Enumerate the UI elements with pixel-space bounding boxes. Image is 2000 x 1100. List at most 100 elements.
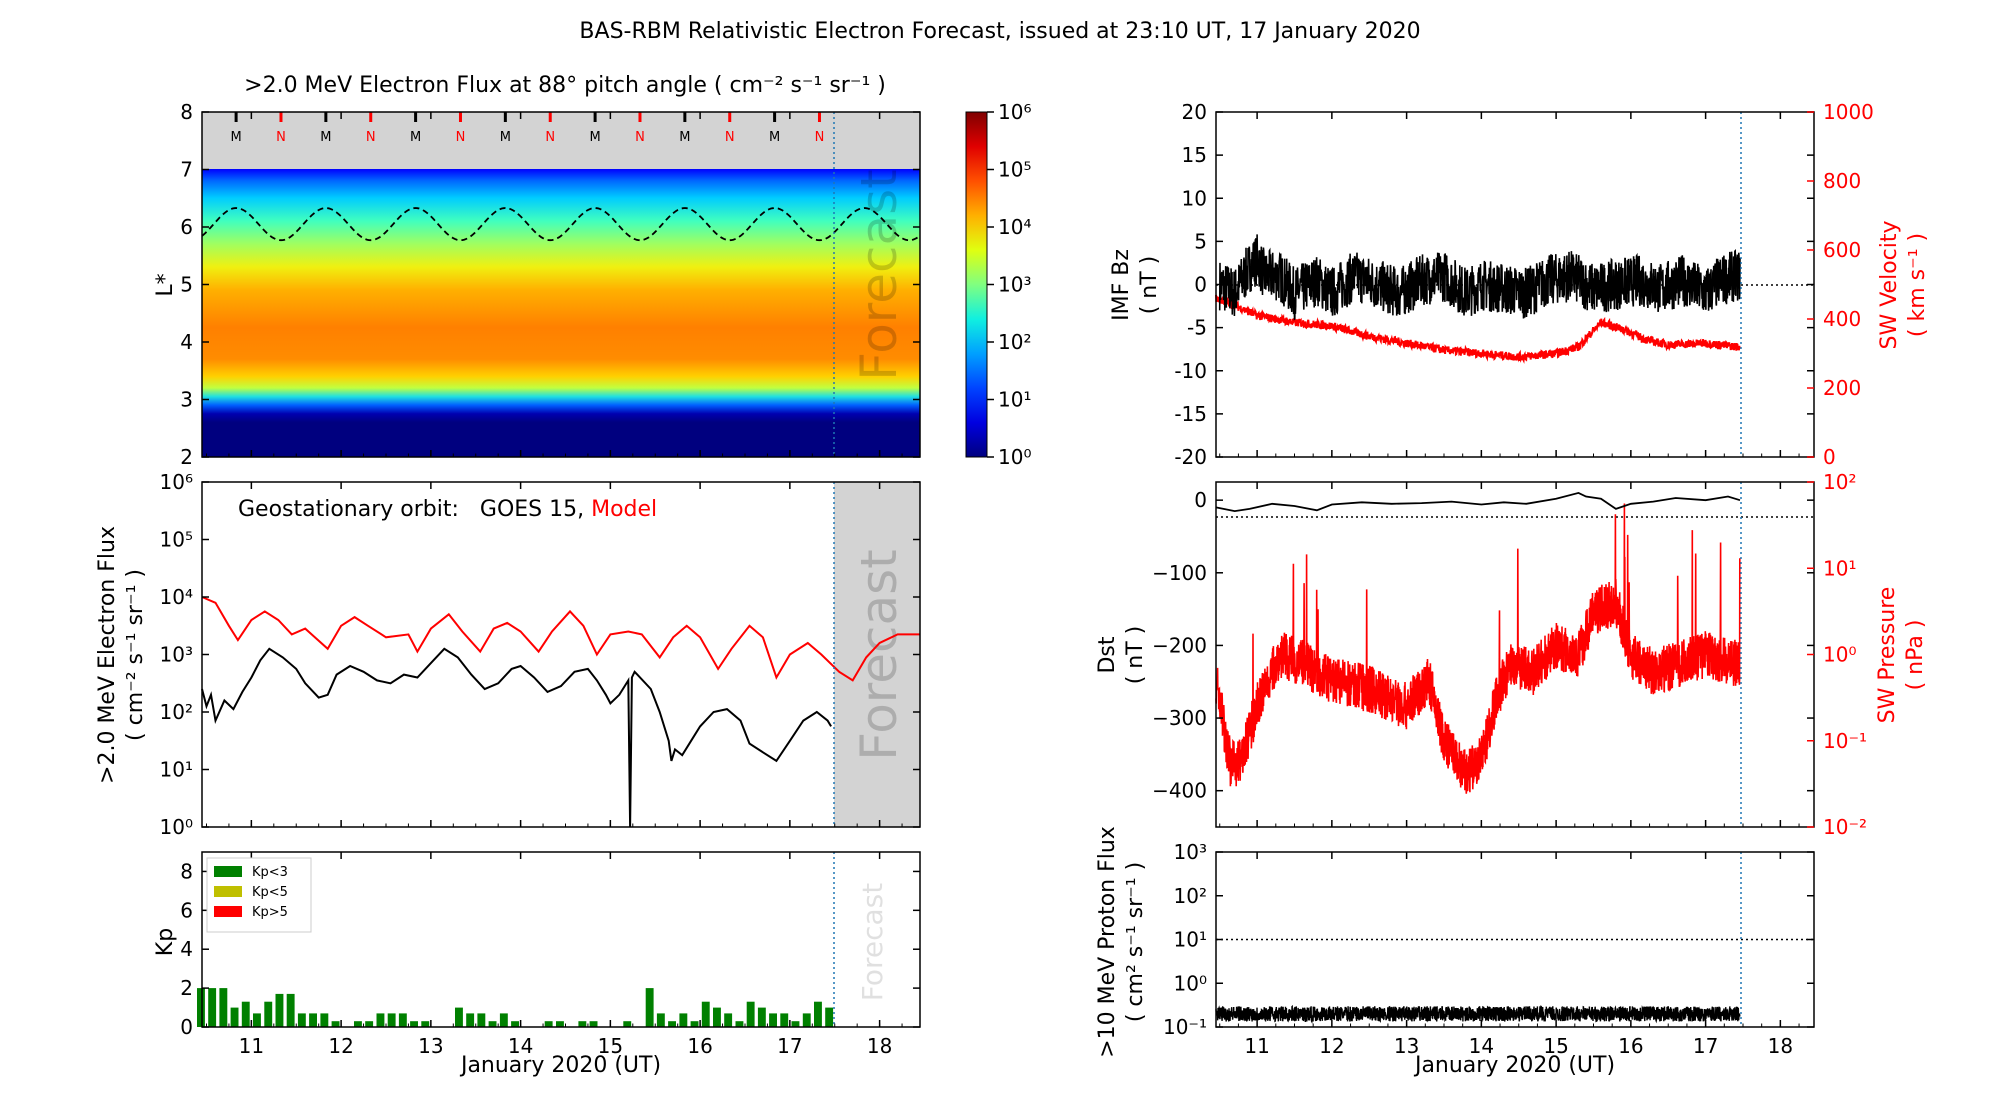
figure-title: BAS-RBM Relativistic Electron Forecast, … — [579, 19, 1420, 44]
proton-ylabel: >10 MeV Proton Flux — [1095, 826, 1120, 1058]
y-tick-label: 10² — [1174, 884, 1207, 908]
kp-bar — [365, 1021, 374, 1027]
kp-legend-low: Kp<3 — [252, 865, 288, 880]
imf-x-ticks — [1219, 112, 1800, 457]
kp-bar — [331, 1021, 340, 1027]
kp-bar — [241, 1001, 250, 1027]
x-tick-label: 14 — [1469, 1034, 1494, 1058]
kp-bar — [466, 1013, 475, 1027]
kp-bar — [825, 1007, 834, 1027]
kp-frame — [201, 851, 921, 1028]
kp-bar — [544, 1021, 553, 1027]
kp-legend-mid: Kp<5 — [252, 885, 288, 900]
geo-flux-frame — [201, 481, 921, 828]
y-tick-label: 10⁴ — [160, 585, 193, 609]
x-tick-label: 12 — [1319, 1034, 1344, 1058]
kp-bar — [511, 1021, 519, 1027]
mlt-label: N — [815, 130, 825, 145]
y-tick-label: -5 — [1187, 316, 1207, 340]
kp-bar — [814, 1001, 822, 1027]
colorbar-tick-label: 10² — [998, 330, 1031, 354]
geo-flux-x-ticks — [205, 482, 903, 827]
colorbar-tick-label: 10¹ — [998, 388, 1031, 412]
y-tick-label: −200 — [1152, 633, 1207, 657]
y-tick-label: 4 — [180, 937, 193, 961]
flux-map-panel: >2.0 MeV Electron Flux at 88° pitch angl… — [153, 73, 921, 469]
y-tick-label: 10⁰ — [1174, 971, 1207, 995]
kp-bar — [264, 1001, 273, 1027]
y-tick-label: 10⁻² — [1823, 815, 1867, 839]
x-tick-label: 16 — [1618, 1034, 1643, 1058]
kp-bar — [286, 993, 295, 1027]
flux-map-title: >2.0 MeV Electron Flux at 88° pitch angl… — [244, 73, 886, 98]
sw-pressure-y-axis: 10² 10¹ 10⁰ 10⁻¹ 10⁻² — [1807, 470, 1867, 839]
kp-bar — [230, 1007, 239, 1027]
sw-pressure-ylabel: SW Pressure — [1875, 587, 1900, 724]
y-tick-label: 8 — [180, 100, 193, 124]
kp-bar — [701, 1001, 710, 1027]
forecast-watermark: Forecast — [856, 883, 889, 1002]
dst-y-axis: 0 −100 −200 −300 −400 — [1152, 488, 1814, 803]
kp-bar — [398, 1013, 407, 1027]
y-tick-label: 10³ — [160, 643, 193, 667]
kp-bar — [309, 1013, 317, 1027]
kp-bar — [690, 1021, 699, 1027]
y-tick-label: 6 — [180, 898, 193, 922]
x-tick-label: 15 — [598, 1034, 623, 1058]
sw-velocity-y-axis: 1000 800 600 400 200 0 — [1807, 100, 1874, 469]
kp-ylabel: Kp — [153, 928, 178, 956]
y-tick-label: 10⁰ — [1823, 643, 1856, 667]
y-tick-label: 2 — [180, 976, 193, 1000]
colorbar-gradient — [965, 111, 988, 458]
geo-flux-ylabel: >2.0 MeV Electron Flux — [95, 526, 120, 784]
x-tick-label: 18 — [867, 1034, 892, 1058]
x-tick-label: 13 — [418, 1034, 443, 1058]
goes15-flux-line — [201, 647, 832, 828]
kp-bar — [645, 988, 654, 1027]
forecast-watermark: Forecast — [850, 169, 908, 381]
proton-panel: 10³ 10² 10¹ 10⁰ 10⁻¹ 11 12 13 14 15 16 17 18 >10 Me… — [1095, 826, 1815, 1078]
x-tick-label: 11 — [1244, 1034, 1269, 1058]
kp-legend-swatch-low — [214, 866, 242, 877]
kp-bar — [455, 1007, 463, 1027]
geo-legend-obs: Geostationary orbit: GOES 15, — [238, 497, 591, 522]
y-tick-label: 7 — [180, 158, 193, 182]
imf-y-axis: 20 15 10 5 0 -5 -10 -15 -20 — [1174, 100, 1814, 469]
magnetopause-line — [201, 207, 921, 242]
y-tick-label: 3 — [180, 388, 193, 412]
kp-bar — [387, 1013, 396, 1027]
kp-bar — [354, 1021, 362, 1027]
kp-bar — [623, 1021, 632, 1027]
x-tick-label: 16 — [687, 1034, 712, 1058]
sw-pressure-line — [1215, 503, 1741, 794]
kp-bar — [275, 993, 284, 1027]
x-tick-label: 13 — [1394, 1034, 1419, 1058]
mlt-label: M — [230, 130, 241, 145]
model-flux-line — [201, 596, 920, 682]
mlt-label: M — [679, 130, 690, 145]
kp-bar — [410, 1021, 418, 1027]
colorbar-ticks: 10⁰ 10¹ 10² 10³ 10⁴ 10⁵ 10⁶ — [987, 100, 1031, 469]
mlt-label: N — [635, 130, 645, 145]
y-tick-label: 600 — [1823, 238, 1861, 262]
kp-bar — [780, 1013, 789, 1027]
y-tick-label: 2 — [180, 445, 193, 469]
proton-xlabel: January 2020 (UT) — [1413, 1053, 1615, 1078]
y-tick-label: −300 — [1152, 706, 1207, 730]
y-tick-label: 10² — [1823, 470, 1856, 494]
kp-bar — [556, 1021, 564, 1027]
kp-legend-swatch-mid — [214, 886, 242, 897]
x-tick-label: 15 — [1543, 1034, 1568, 1058]
proton-x-axis: 11 12 13 14 15 16 17 18 — [1219, 852, 1800, 1058]
kp-bar — [376, 1013, 385, 1027]
y-tick-label: 0 — [1823, 445, 1836, 469]
kp-x-axis: 11 12 13 14 15 16 17 18 — [205, 852, 903, 1058]
y-tick-label: 10⁻¹ — [1823, 729, 1867, 753]
kp-bar — [589, 1021, 598, 1027]
colorbar-tick-label: 10⁴ — [998, 215, 1031, 239]
x-tick-label: 17 — [777, 1034, 802, 1058]
sw-velocity-line — [1215, 294, 1741, 364]
y-tick-label: 0 — [1194, 273, 1207, 297]
